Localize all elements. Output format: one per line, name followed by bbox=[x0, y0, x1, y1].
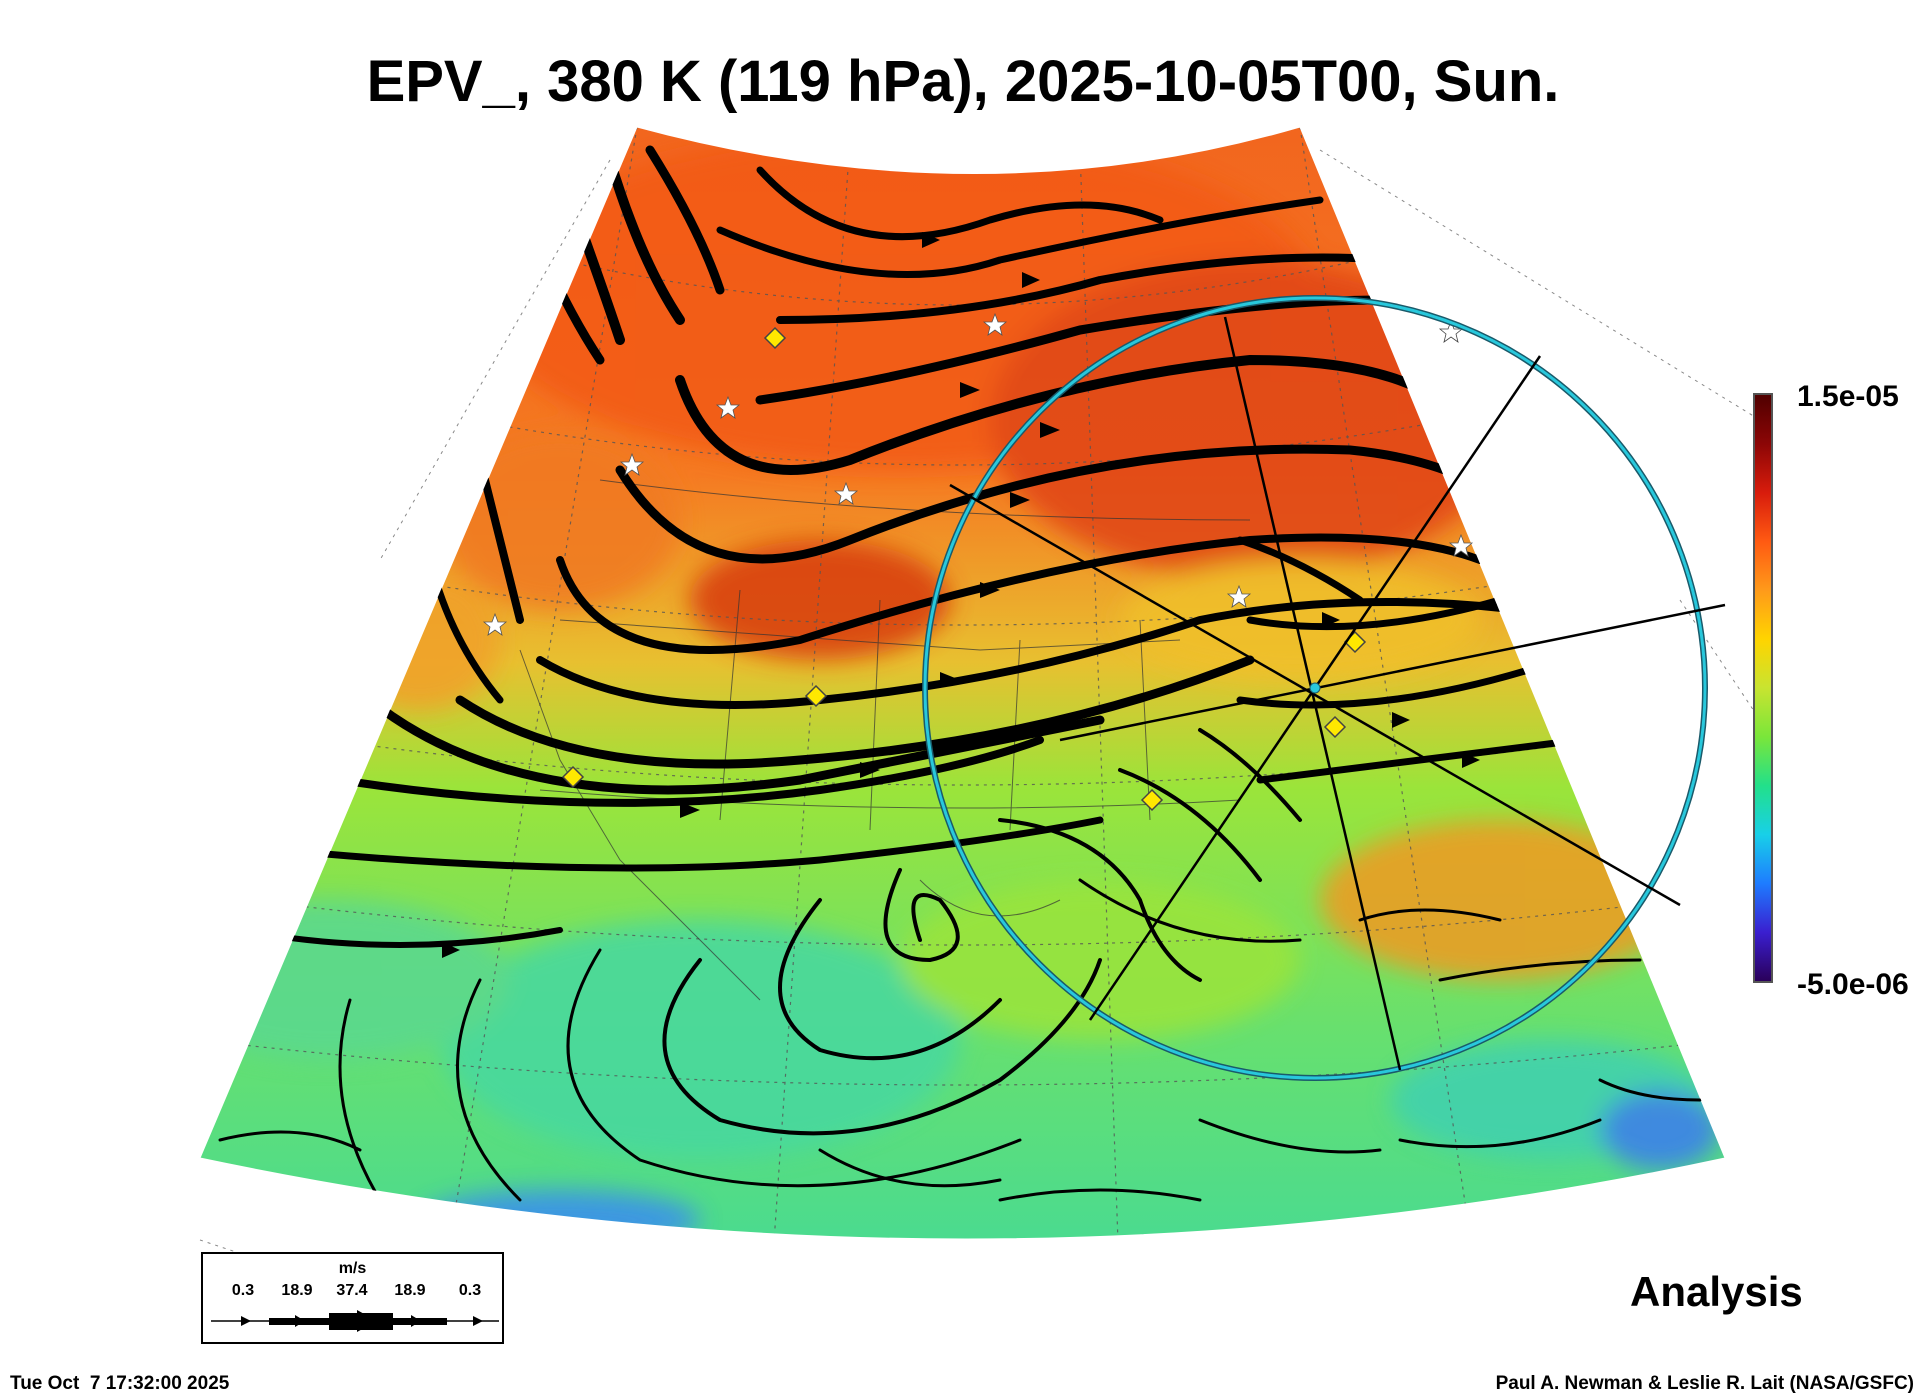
legend-unit: m/s bbox=[338, 1260, 367, 1277]
credit-line: Paul A. Newman & Leslie R. Lait (NASA/GS… bbox=[1495, 1373, 1914, 1394]
wind-speed-legend: m/s 0.3 18.9 37.4 18.9 0.3 bbox=[201, 1252, 504, 1344]
legend-speeds: 0.3 18.9 37.4 18.9 0.3 bbox=[203, 1282, 502, 1302]
product-label: Analysis bbox=[1630, 1268, 1803, 1315]
legend-speed-0: 0.3 bbox=[231, 1282, 255, 1299]
streamline-arrowheads bbox=[442, 232, 1480, 958]
legend-arrow-icon bbox=[211, 1310, 499, 1332]
wind-streamlines bbox=[218, 145, 1702, 1202]
colorbar-min-label: -5.0e-06 bbox=[1797, 968, 1909, 1001]
legend-speed-3: 18.9 bbox=[394, 1282, 426, 1299]
legend-speed-1: 18.9 bbox=[281, 1282, 313, 1299]
legend-speed-2: 37.4 bbox=[336, 1282, 368, 1299]
colorbar-max-label: 1.5e-05 bbox=[1797, 380, 1899, 413]
timestamp: Tue Oct 7 17:32:00 2025 bbox=[10, 1373, 230, 1394]
colorbar bbox=[1753, 393, 1773, 983]
range-ring bbox=[922, 295, 1726, 1081]
legend-speed-4: 0.3 bbox=[458, 1282, 482, 1299]
station-stars bbox=[482, 312, 1474, 636]
plot-title: EPV_, 380 K (119 hPa), 2025-10-05T00, Su… bbox=[366, 49, 1560, 114]
